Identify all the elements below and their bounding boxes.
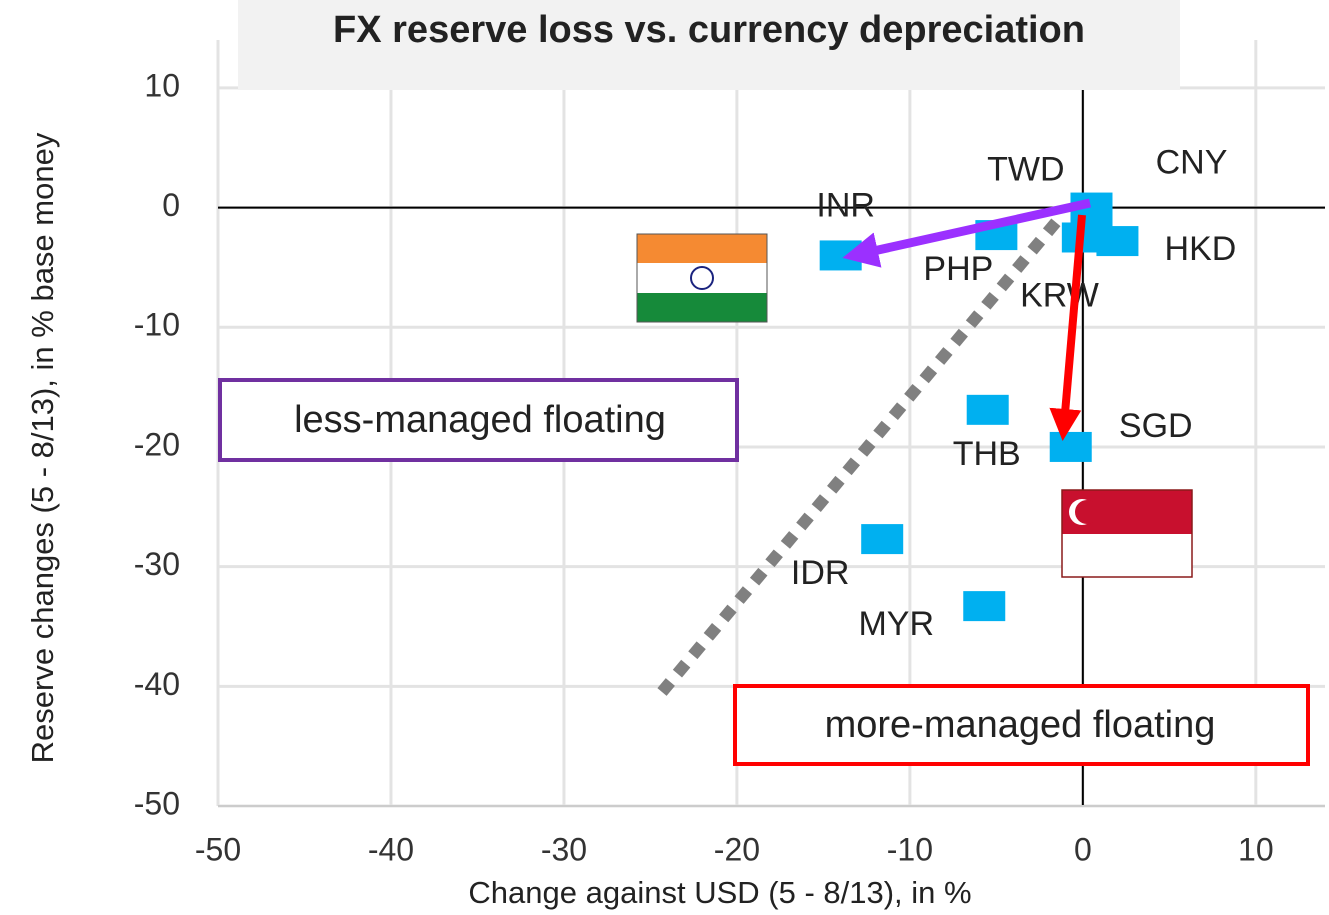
point-label: PHP (923, 250, 993, 288)
x-tick-label: 10 (1238, 831, 1274, 867)
point-label: TWD (987, 150, 1064, 188)
title-box (238, 0, 1180, 90)
point (966, 394, 1009, 425)
y-axis-label: Reserve changes (5 - 8/13), in % base mo… (25, 132, 60, 763)
y-tick-label: -50 (134, 785, 180, 821)
y-tick-label: -10 (134, 307, 180, 343)
annotation-box (218, 378, 739, 462)
chart-title: FX reserve loss vs. currency depreciatio… (333, 9, 1085, 51)
y-tick-label: -20 (134, 426, 180, 462)
annotation-box (733, 684, 1310, 766)
point (1096, 226, 1139, 257)
annotation: less-managed floating (294, 399, 666, 441)
point-label: HKD (1165, 230, 1237, 268)
red-arrow (1049, 214, 1086, 441)
x-tick-label: -40 (368, 831, 414, 867)
x-tick-label: -20 (714, 831, 760, 867)
point-label: MYR (858, 605, 934, 643)
point (963, 591, 1006, 622)
y-tick-label: -30 (134, 546, 180, 582)
x-tick-label: 0 (1074, 831, 1092, 867)
y-tick-label: 0 (162, 187, 180, 223)
point (861, 524, 904, 555)
point-label: CNY (1156, 144, 1228, 182)
point-label: IDR (791, 554, 850, 592)
y-tick-label: 10 (144, 67, 180, 103)
purple-arrow (842, 198, 1091, 268)
x-tick-label: -50 (195, 831, 241, 867)
point (1049, 431, 1092, 462)
singapore-flag (1061, 489, 1193, 578)
x-axis-label: Change against USD (5 - 8/13), in % (468, 875, 971, 910)
point (819, 240, 862, 271)
y-tick-label: -40 (134, 666, 180, 702)
annotation: more-managed floating (825, 704, 1216, 746)
point-label: THB (953, 435, 1021, 473)
point-label: SGD (1119, 407, 1193, 445)
point-label: INR (816, 186, 875, 224)
india-flag (636, 233, 768, 323)
divider-line (657, 211, 1067, 696)
x-tick-label: -10 (887, 831, 933, 867)
point-label: KRW (1020, 277, 1099, 315)
x-tick-label: -30 (541, 831, 587, 867)
